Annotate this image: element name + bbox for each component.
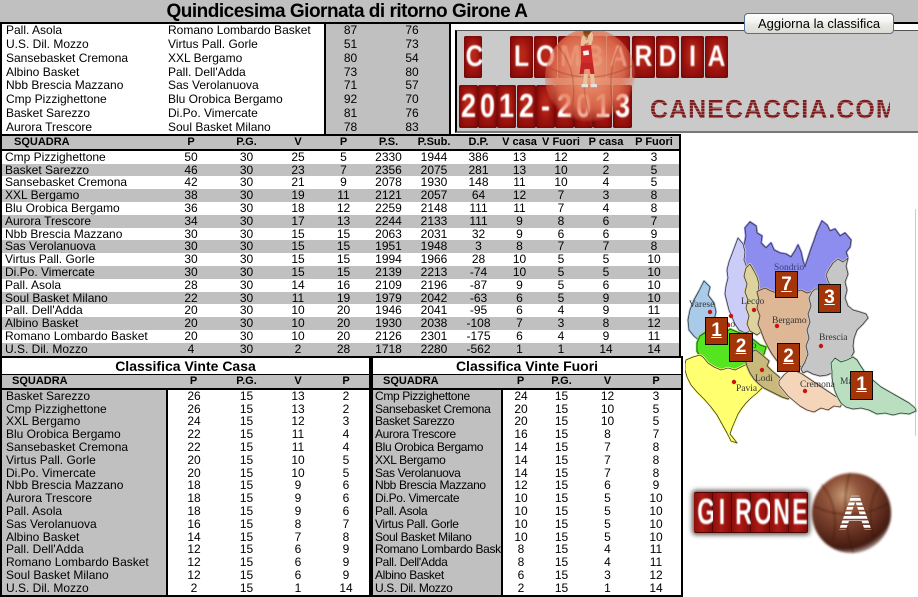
svg-text:Pavia: Pavia (736, 384, 758, 394)
svg-text:Brescia: Brescia (819, 333, 848, 343)
svg-text:Lecco: Lecco (741, 297, 764, 307)
svg-text:Varese: Varese (689, 300, 714, 310)
svg-text:Cremona: Cremona (800, 380, 836, 390)
svg-text:Lodi: Lodi (755, 374, 773, 384)
svg-text:Bergamo: Bergamo (772, 316, 807, 326)
svg-text:A: A (838, 486, 873, 540)
svg-text:Ma: Ma (840, 377, 853, 387)
svg-text:Sondrio: Sondrio (774, 263, 804, 273)
